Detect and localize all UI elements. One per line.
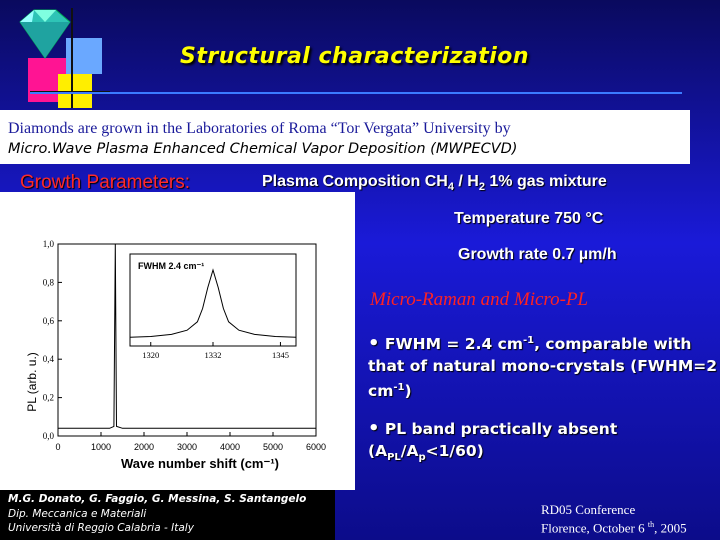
- bullet1-text-b: , comparable with that of natural mono-c…: [368, 335, 718, 401]
- x-tick-label: 6000: [306, 442, 326, 452]
- intro-text-line2: Micro.Wave Plasma Enhanced Chemical Vapo…: [8, 141, 518, 157]
- y-axis-label: PL (arb. u.): [25, 352, 39, 412]
- temperature-param: Temperature 750 °C: [454, 210, 604, 227]
- conference-date: Florence, October 6 th, 2005: [541, 520, 687, 536]
- x-tick-label: 5000: [263, 442, 283, 452]
- y-tick-label: 0,0: [43, 431, 55, 441]
- growth-rate-param: Growth rate 0.7 µm/h: [458, 246, 617, 263]
- x-tick-label: 1000: [91, 442, 111, 452]
- plasma-composition: Plasma Composition CH4 / H2 1% gas mixtu…: [262, 173, 607, 193]
- bullet-dot: •: [368, 418, 380, 439]
- authors-box: [0, 490, 335, 540]
- bullet1-text-c: ): [404, 382, 412, 401]
- author-university: Università di Reggio Calabria - Italy: [8, 522, 194, 534]
- plasma-sub-4: 4: [447, 181, 454, 194]
- bullet-fwhm: • FWHM = 2.4 cm-1, comparable with that …: [368, 330, 718, 402]
- x-tick-label: 4000: [220, 442, 240, 452]
- diamond-logo: [19, 8, 110, 108]
- raman-heading: Micro-Raman and Micro-PL: [370, 289, 589, 310]
- bullet2-text-a: PL band practically absent (A: [368, 420, 618, 460]
- author-names: M.G. Donato, G. Faggio, G. Messina, S. S…: [8, 493, 307, 505]
- diamond-icon: [19, 9, 71, 59]
- raman-pl-chart: 0 1000 2000 3000 4000 5000 6000 0,0 0,2 0,4 0,6 0,8…: [0, 192, 355, 490]
- title-divider: [30, 92, 682, 94]
- bullet-pl-band: • PL band practically absent (APL/Ap<1/6…: [368, 418, 718, 469]
- bullet2-sub-pl: PL: [387, 452, 401, 464]
- y-tick-label: 0,4: [43, 354, 55, 364]
- y-tick-label: 0,6: [43, 316, 55, 326]
- plasma-mid: / H: [453, 173, 479, 190]
- chart-ticks: 0 1000 2000 3000 4000 5000 6000 0,0 0,2 0,4 0,6 0,8…: [43, 239, 326, 452]
- inset-fwhm-label: FWHM 2.4 cm⁻¹: [138, 261, 204, 271]
- bullet2-text-c: <1/60): [425, 442, 484, 460]
- inset-tick-label: 1320: [142, 350, 159, 360]
- inset-peak-line: [129, 268, 297, 338]
- author-department: Dip. Meccanica e Materiali: [8, 508, 147, 520]
- plasma-prefix: Plasma Composition CH: [262, 173, 448, 190]
- y-tick-label: 1,0: [43, 239, 55, 249]
- x-axis-label: Wave number shift (cm⁻¹): [121, 456, 279, 471]
- conference-name: RD05 Conference: [541, 502, 636, 517]
- plasma-suffix: 1% gas mixture: [484, 173, 607, 190]
- conference-date-a: Florence, October 6: [541, 520, 648, 536]
- inset-tick-label: 1345: [272, 350, 289, 360]
- inset-tick-label: 1332: [205, 350, 222, 360]
- bullet1-text-a: FWHM = 2.4 cm: [384, 335, 523, 354]
- growth-parameters-label: Growth Parameters:: [20, 172, 190, 193]
- conference-date-sup: th: [647, 520, 655, 529]
- intro-box: [0, 110, 690, 164]
- y-tick-label: 0,8: [43, 277, 55, 287]
- x-tick-label: 3000: [177, 442, 197, 452]
- bullet-dot: •: [368, 333, 380, 355]
- bullet1-sup: -1: [522, 335, 535, 346]
- bullet2-mid: /A: [400, 442, 419, 460]
- y-tick-label: 0,2: [43, 393, 54, 403]
- conference-date-b: , 2005: [654, 520, 687, 536]
- bullet2-sub-p: p: [418, 452, 426, 464]
- series-line: [58, 243, 316, 429]
- chart-series: [58, 243, 316, 429]
- x-tick-label: 0: [55, 442, 60, 452]
- page-title: Structural characterization: [180, 44, 530, 69]
- intro-text-line1: Diamonds are grown in the Laboratories o…: [8, 120, 511, 137]
- chart-inset: 1320 1332 1345 FWHM 2.4 cm⁻¹: [129, 253, 297, 360]
- x-tick-label: 2000: [134, 442, 154, 452]
- bullet1-sup2: -1: [393, 382, 405, 394]
- plasma-sub-2: 2: [478, 181, 485, 194]
